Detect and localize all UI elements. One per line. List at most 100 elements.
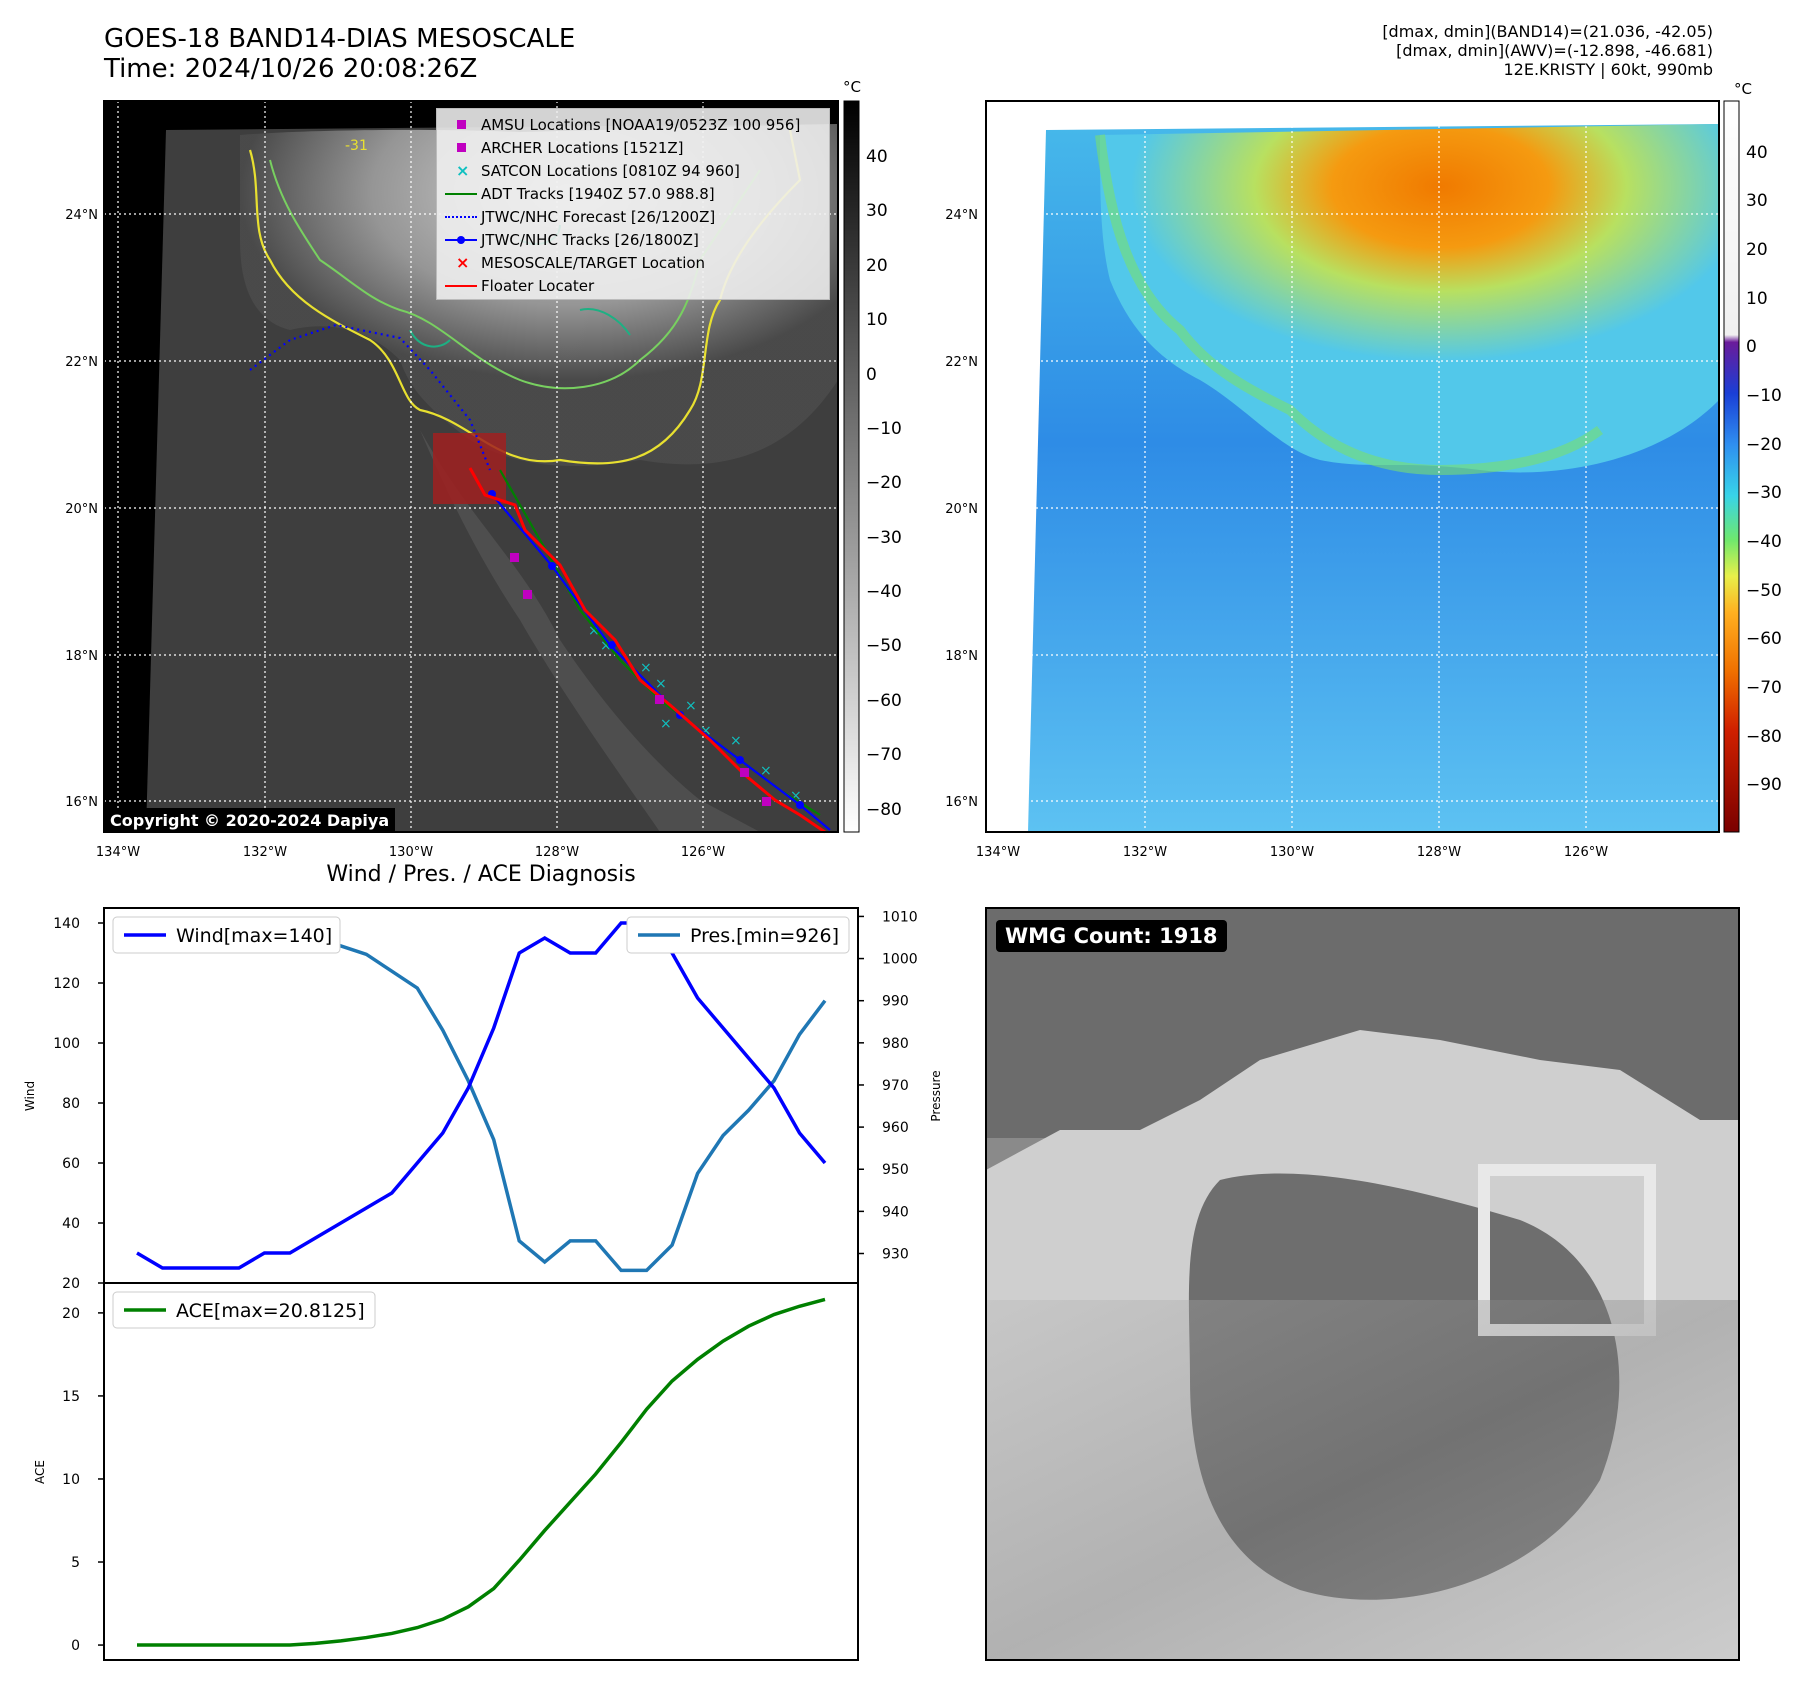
stats-line-1: [dmax, dmin](BAND14)=(21.036, -42.05): [1382, 22, 1713, 41]
ace-tick-label: 5: [71, 1555, 80, 1571]
svg-text:ACE[max=20.8125]: ACE[max=20.8125]: [176, 1300, 365, 1322]
svg-text:20°N: 20°N: [945, 502, 978, 517]
svg-text:20: 20: [866, 256, 888, 276]
svg-text:×: ×: [790, 788, 802, 804]
svg-text:−50: −50: [1746, 581, 1782, 601]
pressure-tick-label: 980: [882, 1036, 909, 1052]
svg-text:130°W: 130°W: [1270, 845, 1314, 860]
wmg-panel: [985, 907, 1740, 1661]
svg-text:132°W: 132°W: [1123, 845, 1167, 860]
svg-text:−90: −90: [1746, 775, 1782, 795]
right-colorbar-unit: °C: [1734, 80, 1752, 98]
left-colorbar-ticks: 40 30 20 10 0 −10 −20 −30 −40 −50 −60 −7…: [866, 147, 902, 820]
title-line-1: GOES-18 BAND14-DIAS MESOSCALE: [104, 24, 576, 54]
svg-text:126°W: 126°W: [1564, 845, 1608, 860]
svg-text:24°N: 24°N: [945, 208, 978, 223]
svg-text:128°W: 128°W: [535, 845, 579, 860]
svg-text:20°N: 20°N: [65, 502, 98, 517]
ace-axis-label: ACE: [33, 1460, 47, 1484]
left-colorbar: [843, 100, 860, 833]
svg-text:20: 20: [1746, 240, 1768, 260]
left-map-lat-labels: 24°N 22°N 20°N 18°N 16°N: [65, 208, 98, 810]
svg-text:Pres.[min=926]: Pres.[min=926]: [690, 925, 839, 947]
amsu-archer-markers: [510, 553, 771, 806]
svg-text:−50: −50: [866, 636, 902, 656]
title-line-2: Time: 2024/10/26 20:08:26Z: [104, 54, 478, 84]
legend-x-icon: ×: [456, 252, 470, 272]
svg-text:×: ×: [760, 763, 772, 779]
stats-line-2: [dmax, dmin](AWV)=(-12.898, -46.681): [1396, 41, 1713, 60]
left-map-lon-labels: 134°W 132°W 130°W 128°W 126°W: [96, 845, 725, 860]
svg-text:×: ×: [700, 723, 712, 739]
legend-x-icon: ×: [456, 160, 470, 180]
wind-tick-label: 140: [53, 916, 80, 932]
legend-item-mesoscale: × MESOSCALE/TARGET Location: [445, 251, 705, 273]
svg-text:Wind[max=140]: Wind[max=140]: [176, 925, 332, 947]
ace-legend: ACE[max=20.8125]: [112, 1291, 376, 1329]
wind-tick-label: 60: [62, 1156, 80, 1172]
wmg-frame: [985, 907, 1740, 1661]
svg-text:16°N: 16°N: [65, 795, 98, 810]
svg-text:10: 10: [1746, 289, 1768, 309]
legend-item-forecast: JTWC/NHC Forecast [26/1200Z]: [445, 205, 715, 227]
stats-block: [dmax, dmin](BAND14)=(21.036, -42.05) [d…: [1382, 22, 1713, 79]
svg-text:16°N: 16°N: [945, 795, 978, 810]
stats-line-3: 12E.KRISTY | 60kt, 990mb: [1503, 60, 1714, 79]
right-map-cloud-edge: [1095, 134, 1603, 476]
svg-text:−70: −70: [1746, 678, 1782, 698]
legend-item-adt: ADT Tracks [1940Z 57.0 988.8]: [445, 182, 715, 204]
svg-text:10: 10: [866, 310, 888, 330]
svg-text:22°N: 22°N: [65, 355, 98, 370]
svg-text:0: 0: [1746, 337, 1757, 357]
legend-line-dot-icon: [445, 230, 481, 250]
floater-track: [468, 467, 826, 834]
diagnosis-title: Wind / Pres. / ACE Diagnosis: [326, 862, 636, 887]
right-map-frame: [985, 100, 1720, 833]
svg-text:−40: −40: [1746, 532, 1782, 552]
wind-legend: Wind[max=140]: [112, 916, 341, 954]
ace-tick-label: 20: [62, 1306, 80, 1322]
left-map-contour-yellow: [248, 129, 802, 465]
legend-item-archer: ARCHER Locations [1521Z]: [445, 136, 684, 158]
svg-text:132°W: 132°W: [243, 845, 287, 860]
svg-text:−30: −30: [866, 528, 902, 548]
wind-pres-plot-frame: [103, 907, 859, 1284]
svg-text:−70: −70: [866, 745, 902, 765]
pressure-axis-label: Pressure: [929, 1070, 943, 1121]
svg-text:130°W: 130°W: [389, 845, 433, 860]
right-map-lon-labels: 134°W 132°W 130°W 128°W 126°W: [976, 845, 1608, 860]
svg-text:×: ×: [588, 623, 600, 639]
wind-tick-label: 120: [53, 976, 80, 992]
ace-plot-frame: [103, 1282, 859, 1661]
svg-text:−10: −10: [866, 419, 902, 439]
legend-dotted-line-icon: [445, 207, 481, 227]
pressure-tick-label: 990: [882, 994, 909, 1010]
svg-text:22°N: 22°N: [945, 355, 978, 370]
svg-text:134°W: 134°W: [976, 845, 1020, 860]
pressure-tick-label: 970: [882, 1078, 909, 1094]
right-map-panel: 24°N 22°N 20°N 18°N 16°N 134°W 132°W 130…: [945, 80, 1782, 860]
svg-text:−40: −40: [866, 582, 902, 602]
svg-text:×: ×: [640, 660, 652, 676]
right-map-lat-labels: 24°N 22°N 20°N 18°N 16°N: [945, 208, 978, 810]
pressure-tick-label: 950: [882, 1162, 909, 1178]
svg-text:126°W: 126°W: [681, 845, 725, 860]
pressure-tick-label: 1000: [882, 952, 918, 968]
left-map-frame: [103, 100, 839, 833]
right-colorbar-ticks: 40 30 20 10 0 −10 −20 −30 −40 −50 −60 −7…: [1746, 143, 1782, 795]
svg-text:24°N: 24°N: [65, 208, 98, 223]
svg-text:128°W: 128°W: [1417, 845, 1461, 860]
legend-square-icon: [445, 138, 481, 158]
right-map-gridlines: [986, 101, 1719, 832]
svg-text:−20: −20: [1746, 435, 1782, 455]
forecast-track: [249, 323, 492, 471]
svg-text:18°N: 18°N: [945, 649, 978, 664]
copyright-label: Copyright © 2020-2024 Dapiya: [104, 808, 396, 833]
svg-text:18°N: 18°N: [65, 649, 98, 664]
legend-item-amsu: AMSU Locations [NOAA19/0523Z 100 956]: [445, 113, 800, 135]
svg-text:−30: −30: [1746, 483, 1782, 503]
right-colorbar: [1723, 100, 1740, 833]
diagnosis-charts: 2040608010012014093094095096097098099010…: [23, 907, 943, 1661]
wind-line: [136, 921, 827, 1270]
